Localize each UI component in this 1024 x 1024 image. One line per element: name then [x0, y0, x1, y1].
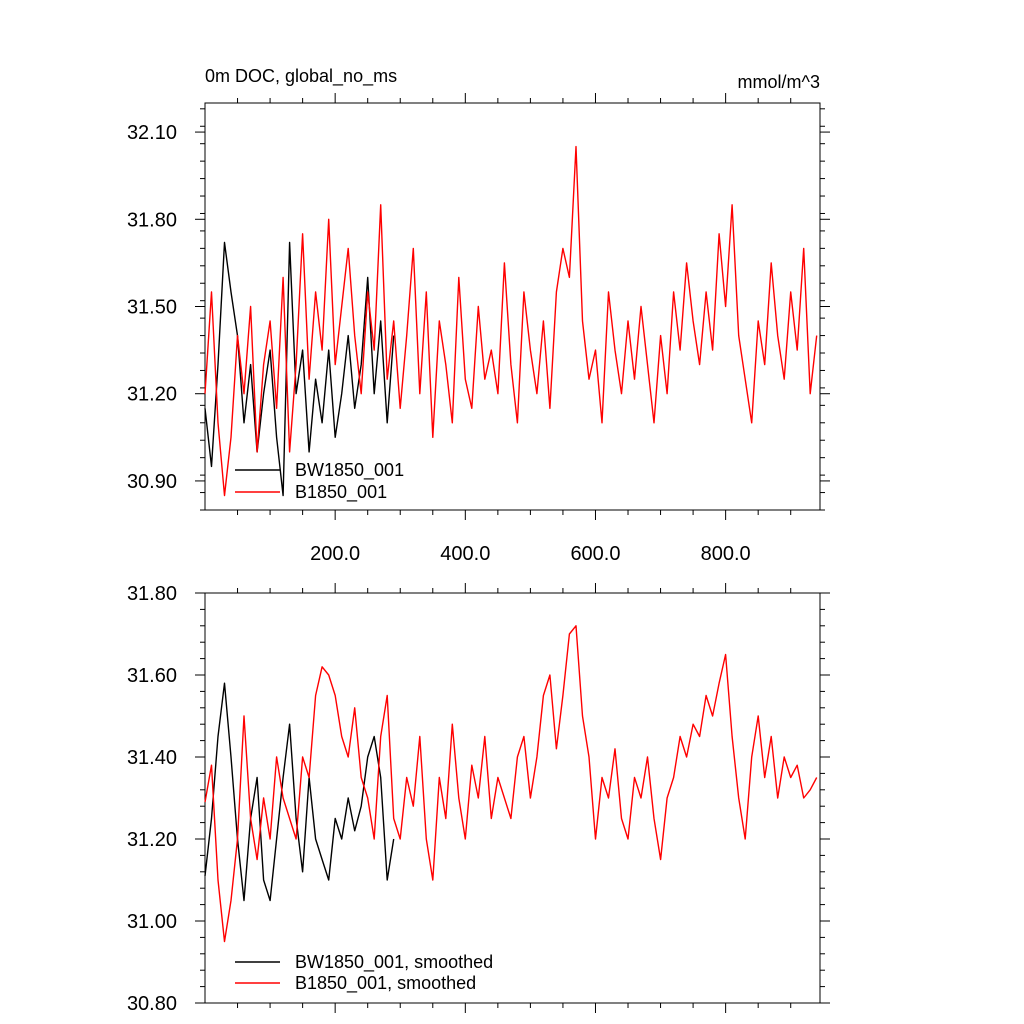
legend-label-b1850: B1850_001 [295, 482, 387, 503]
bottom-legend: BW1850_001, smoothed B1850_001, smoothed [235, 952, 493, 994]
y-tick-label: 30.80 [127, 993, 177, 1015]
bottom-y-axis: 30.80 31.00 31.20 31.40 31.60 31.80 [127, 583, 830, 1015]
series-line-b1850-001 [204, 145, 818, 497]
x-tick-label: 200.0 [310, 543, 360, 565]
bottom-x-axis [237, 583, 792, 1013]
y-tick-label: 31.80 [127, 209, 177, 231]
top-x-axis: 200.0 400.0 600.0 800.0 [237, 93, 792, 565]
legend-label-bw1850: BW1850_001 [295, 460, 404, 481]
top-plot-frame [204, 102, 821, 511]
series-line-b1850-001-smoothed [204, 625, 818, 943]
top-panel: 30.90 31.20 31.50 31.80 32.10 200.0 400.0 600.… [127, 66, 830, 565]
y-tick-label: 32.10 [127, 122, 177, 144]
series-line-bw1850-001-smoothed [204, 682, 395, 902]
y-tick-label: 31.40 [127, 747, 177, 769]
y-tick-label: 31.50 [127, 297, 177, 319]
y-tick-label: 31.00 [127, 911, 177, 933]
y-tick-label: 31.20 [127, 384, 177, 406]
y-tick-label: 31.60 [127, 665, 177, 687]
x-tick-label: 400.0 [440, 543, 490, 565]
units-label: mmol/m^3 [738, 72, 820, 92]
legend-label-b1850-smoothed: B1850_001, smoothed [295, 973, 476, 994]
legend-label-bw1850-smoothed: BW1850_001, smoothed [295, 952, 493, 973]
top-legend: BW1850_001 B1850_001 [235, 460, 404, 503]
bottom-plot-frame [204, 592, 821, 1004]
top-series-lines [204, 145, 818, 497]
bottom-series-lines [204, 625, 818, 943]
series-line-bw1850-001 [204, 241, 395, 497]
x-tick-label: 800.0 [701, 543, 751, 565]
y-tick-label: 31.20 [127, 829, 177, 851]
bottom-panel: 30.80 31.00 31.20 31.40 31.60 31.80 BW1850_00… [127, 583, 830, 1015]
top-y-axis: 30.90 31.20 31.50 31.80 32.10 [127, 108, 830, 511]
plot-title: 0m DOC, global_no_ms [205, 66, 397, 87]
x-tick-label: 600.0 [570, 543, 620, 565]
y-tick-label: 30.90 [127, 471, 177, 493]
y-tick-label: 31.80 [127, 583, 177, 605]
